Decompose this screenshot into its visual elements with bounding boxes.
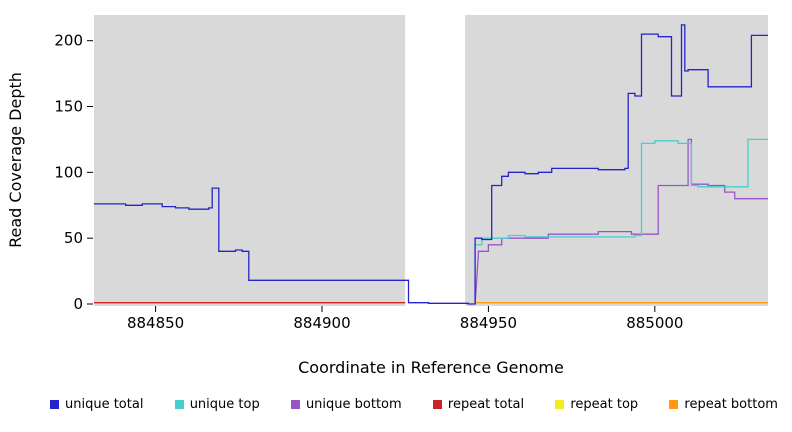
x-tick-label: 884900 — [293, 314, 350, 332]
legend-item-repeat-total: repeat total — [432, 397, 525, 412]
y-axis-title: Read Coverage Depth — [6, 72, 25, 248]
x-tick-label: 884950 — [460, 314, 517, 332]
legend-swatch — [432, 400, 442, 409]
legend-label: repeat bottom — [684, 397, 778, 412]
plot-area: 884850 884900 884950 885000 0 50 100 150 200 — [54, 15, 768, 332]
y-tick-label: 0 — [73, 295, 83, 313]
legend-swatch — [669, 400, 679, 409]
y-tick-label: 200 — [54, 32, 83, 50]
x-axis-title: Coordinate in Reference Genome — [298, 358, 564, 377]
series-unique-bottom — [474, 138, 768, 305]
series-unique-top — [475, 138, 768, 246]
legend-label: repeat total — [447, 397, 525, 412]
legend-item-unique-bottom: unique bottom — [290, 397, 402, 412]
plot-background-band — [94, 15, 406, 306]
legend-item-repeat-bottom: repeat bottom — [669, 397, 778, 412]
legend-item-repeat-top: repeat top — [555, 397, 638, 412]
legend-swatch — [555, 400, 565, 409]
legend-label: unique top — [189, 397, 260, 412]
y-tick-label: 50 — [64, 229, 83, 247]
legend-swatch — [290, 400, 300, 409]
series-unique-total — [94, 24, 768, 305]
legend-swatch — [50, 400, 59, 409]
legend-swatch — [174, 400, 184, 409]
y-tick-label: 100 — [54, 163, 83, 181]
chart-legend: unique total unique top unique bottom repea… — [0, 397, 792, 412]
y-tick-label: 150 — [54, 98, 83, 116]
legend-label: unique total — [65, 397, 144, 412]
coverage-chart: 884850 884900 884950 885000 0 50 100 150 200 Coo… — [6, 15, 768, 377]
legend-item-unique-top: unique top — [174, 397, 260, 412]
legend-label: repeat top — [570, 397, 639, 412]
x-tick-label: 885000 — [626, 314, 683, 332]
legend-label: unique bottom — [305, 397, 402, 412]
plot-background-band — [465, 15, 768, 306]
x-tick-label: 884850 — [127, 314, 184, 332]
legend-item-unique-total: unique total — [50, 397, 143, 412]
